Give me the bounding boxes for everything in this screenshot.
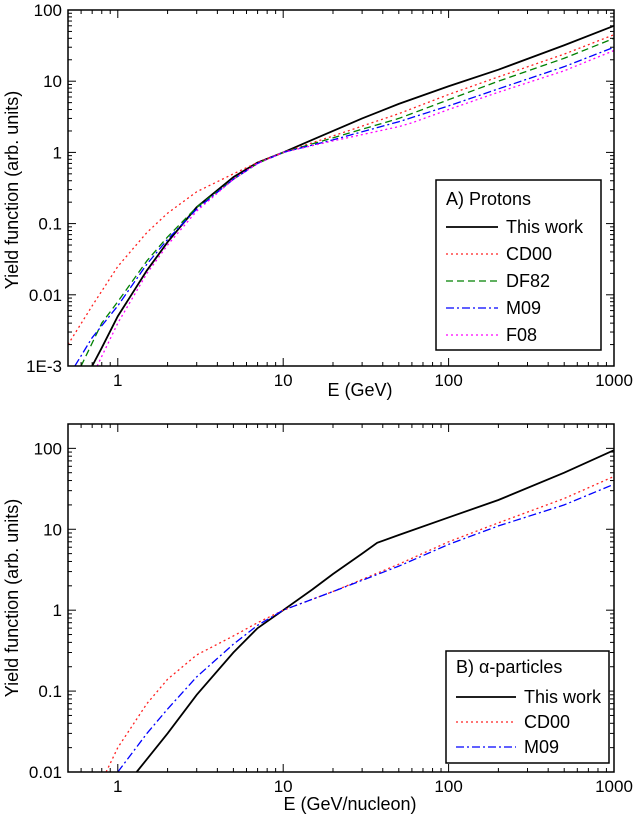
protons-legend-label: This work (506, 217, 584, 237)
protons-y-tick-label: 0.01 (29, 286, 62, 305)
alpha-series-line-cd00 (105, 475, 614, 772)
x-axis-title-protons: E (GeV) (327, 380, 392, 400)
protons-x-tick-label: 10 (274, 371, 293, 390)
alpha-ticks: 1 10 100 1000 0.01 0.1 1 10 100 (29, 423, 633, 796)
alpha-y-tick-label: 1 (53, 601, 62, 620)
alpha-y-tick-label: 0.1 (38, 682, 62, 701)
plot-frame-alpha (67, 423, 615, 773)
protons-y-tick-label: 1E-3 (26, 357, 62, 376)
alpha-y-tick-label: 10 (43, 520, 62, 539)
alpha-series-line-this-work (135, 449, 614, 772)
legend-alpha: B) α-particles This work CD00 M09 (445, 650, 610, 764)
panel-protons: 1 10 100 1000 1E-3 0.01 0.1 1 10 100 E (GeV) Yiel… (2, 1, 633, 400)
protons-legend-label: DF82 (506, 271, 550, 291)
protons-series-line-m09 (74, 46, 614, 366)
alpha-legend-label: M09 (524, 737, 559, 757)
alpha-x-tick-label: 100 (434, 777, 462, 796)
protons-series-line-df82 (80, 37, 614, 366)
protons-y-tick-label: 1 (53, 143, 62, 162)
alpha-series-line-m09 (117, 483, 614, 772)
protons-legend-label: CD00 (506, 244, 552, 264)
alpha-x-tick-label: 1 (113, 777, 122, 796)
alpha-y-tick-label: 100 (34, 439, 62, 458)
legend-title-alpha: B) α-particles (456, 657, 562, 677)
protons-legend-label: F08 (506, 325, 537, 345)
protons-y-tick-label: 0.1 (38, 215, 62, 234)
protons-series-line-f08 (96, 49, 614, 366)
protons-y-tick-label: 10 (43, 72, 62, 91)
legend-box-protons (435, 179, 602, 351)
alpha-legend-label: CD00 (524, 712, 570, 732)
legend-box-alpha (445, 650, 610, 764)
x-axis-title-alpha: E (GeV/nucleon) (283, 794, 416, 814)
y-axis-title-protons: Yield function (arb. units) (2, 91, 22, 289)
protons-ticks: 1 10 100 1000 1E-3 0.01 0.1 1 10 100 (26, 1, 633, 390)
alpha-x-tick-label: 1000 (595, 777, 633, 796)
protons-x-tick-label: 1 (113, 371, 122, 390)
legend-protons: A) Protons This work CD00 DF82 M09 F08 (435, 179, 602, 351)
y-axis-title-alpha: Yield function (arb. units) (2, 499, 22, 697)
alpha-series-group (105, 449, 614, 772)
protons-x-tick-label: 1000 (595, 371, 633, 390)
protons-x-tick-label: 100 (434, 371, 462, 390)
alpha-x-tick-label: 10 (274, 777, 293, 796)
plot-frame-protons (67, 9, 615, 367)
protons-series-group (68, 24, 614, 366)
alpha-y-tick-label: 0.01 (29, 763, 62, 782)
alpha-legend-label: This work (524, 687, 602, 707)
protons-legend-label: M09 (506, 298, 541, 318)
legend-title-protons: A) Protons (446, 189, 531, 209)
protons-y-tick-label: 100 (34, 1, 62, 20)
